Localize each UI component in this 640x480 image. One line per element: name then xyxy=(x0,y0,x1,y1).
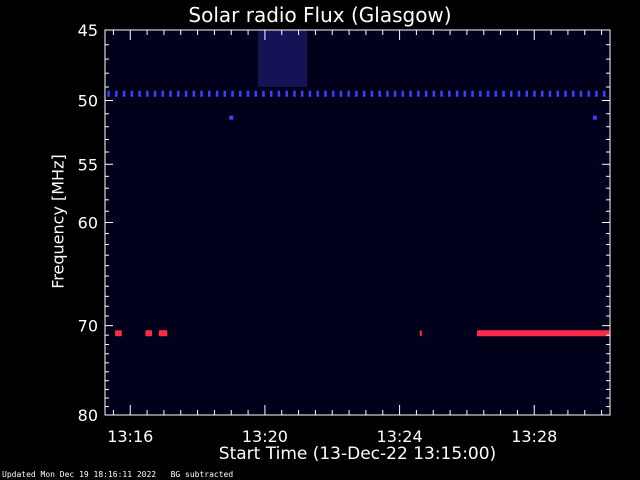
blue-band-dot xyxy=(308,90,312,97)
x-tick-label: 13:24 xyxy=(377,427,423,446)
blue-band-dot xyxy=(130,90,134,97)
blue-band-dot xyxy=(378,90,381,97)
blue-band-dot xyxy=(386,90,389,97)
blue-band-dot xyxy=(138,90,141,97)
blue-band-dot xyxy=(293,90,296,97)
blue-band-dot xyxy=(161,90,165,97)
blue-band-dot xyxy=(362,90,366,97)
blue-band-dot xyxy=(494,90,498,97)
blue-band-dot xyxy=(602,90,606,97)
blue-band-dot xyxy=(285,90,288,97)
red-band-segment xyxy=(477,330,610,337)
blue-band-dot xyxy=(525,90,529,97)
blue-band-dot xyxy=(393,90,397,97)
blue-band-dot xyxy=(316,90,319,97)
blue-band-dot xyxy=(239,90,242,97)
blue-band-dot xyxy=(571,90,575,97)
blue-band-dot xyxy=(331,90,335,97)
blue-band-dot xyxy=(192,90,196,97)
red-band-segment xyxy=(158,330,168,337)
blue-band-dot xyxy=(277,90,281,97)
blue-band-dot xyxy=(262,90,265,97)
blue-band-dot xyxy=(417,90,420,97)
y-tick-label: 45 xyxy=(78,21,98,40)
x-axis-label: Start Time (13-Dec-22 13:15:00) xyxy=(218,444,497,464)
features-layer xyxy=(107,30,610,337)
blue-band-dot xyxy=(540,90,544,97)
x-tick-label: 13:20 xyxy=(242,427,288,446)
blue-band-dot xyxy=(254,90,257,97)
y-axis-label: Frequency [MHz] xyxy=(48,154,68,289)
blue-band-dot xyxy=(246,90,250,97)
blue-band-dot xyxy=(231,90,234,97)
blue-band-dot xyxy=(502,90,505,97)
y-tick-label: 55 xyxy=(78,155,98,174)
blue-band-dot xyxy=(269,90,273,97)
blue-band-dot xyxy=(115,90,118,97)
x-tick-label: 13:28 xyxy=(511,427,557,446)
blue-band-dot xyxy=(401,90,405,97)
red-band-segment xyxy=(419,330,422,337)
blue-dot xyxy=(229,115,234,120)
blue-patch xyxy=(258,30,307,87)
blue-band-dot xyxy=(177,90,180,97)
blue-band-dot xyxy=(107,90,110,97)
blue-band-dot xyxy=(440,90,443,97)
blue-band-dot xyxy=(424,90,428,97)
y-tick-label: 50 xyxy=(78,92,98,111)
blue-band-dot xyxy=(200,90,203,97)
blue-band-dot xyxy=(339,90,343,97)
y-tick-label: 70 xyxy=(78,317,98,336)
blue-band-dot xyxy=(479,90,482,97)
plot-background xyxy=(105,30,610,415)
blue-band-dot xyxy=(510,90,513,97)
y-tick-label: 80 xyxy=(78,406,98,425)
x-tick-label: 13:16 xyxy=(107,427,153,446)
ticks-layer: 45 50 55 60 70 80 13:16 13:20 13:24 13:28 xyxy=(78,21,610,446)
blue-band-dot xyxy=(533,90,536,97)
blue-dot xyxy=(592,115,597,120)
blue-band-dot xyxy=(587,90,590,97)
blue-band-dot xyxy=(448,90,451,97)
red-band-segment xyxy=(145,330,153,337)
blue-band-dot xyxy=(300,90,304,97)
blue-band-dot xyxy=(122,90,126,97)
blue-band-dot xyxy=(215,90,219,97)
blue-band-dot xyxy=(324,90,327,97)
blue-band-dot xyxy=(517,90,521,97)
blue-band-dot xyxy=(595,90,598,97)
blue-band-dot xyxy=(486,90,490,97)
y-tick-label: 60 xyxy=(78,214,98,233)
blue-band-dot xyxy=(208,90,211,97)
footer-status: Updated Mon Dec 19 18:16:11 2022 BG subt… xyxy=(2,470,234,479)
blue-band-dot xyxy=(146,90,149,97)
blue-band-dot xyxy=(564,90,567,97)
blue-band-dot xyxy=(153,90,157,97)
blue-band-dot xyxy=(463,90,467,97)
blue-band-dot xyxy=(355,90,358,97)
blue-band-dot xyxy=(223,90,227,97)
blue-band-dot xyxy=(471,90,474,97)
blue-band-dot xyxy=(455,90,459,97)
blue-band-dot xyxy=(184,90,188,97)
blue-band-dot xyxy=(548,90,552,97)
blue-band-dot xyxy=(579,90,583,97)
chart-title: Solar radio Flux (Glasgow) xyxy=(188,3,452,27)
blue-band-dot xyxy=(556,90,559,97)
blue-band-dot xyxy=(409,90,412,97)
blue-band-dot xyxy=(169,90,172,97)
blue-band-dot xyxy=(432,90,436,97)
red-band-segment xyxy=(115,330,122,337)
blue-band-dot xyxy=(347,90,350,97)
blue-band-dot xyxy=(370,90,374,97)
